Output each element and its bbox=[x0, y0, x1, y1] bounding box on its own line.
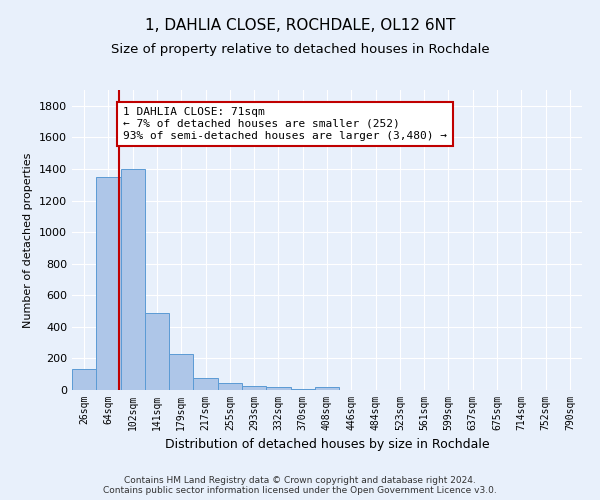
Text: Size of property relative to detached houses in Rochdale: Size of property relative to detached ho… bbox=[110, 42, 490, 56]
Bar bbox=[290, 389, 315, 390]
Bar bbox=[169, 354, 193, 390]
Text: 1, DAHLIA CLOSE, ROCHDALE, OL12 6NT: 1, DAHLIA CLOSE, ROCHDALE, OL12 6NT bbox=[145, 18, 455, 32]
Bar bbox=[315, 387, 339, 390]
Bar bbox=[145, 312, 169, 390]
Text: Contains HM Land Registry data © Crown copyright and database right 2024.
Contai: Contains HM Land Registry data © Crown c… bbox=[103, 476, 497, 495]
Bar bbox=[121, 169, 145, 390]
Bar bbox=[218, 383, 242, 390]
Bar bbox=[266, 387, 290, 390]
Bar bbox=[72, 368, 96, 390]
Bar bbox=[242, 386, 266, 390]
Bar bbox=[193, 378, 218, 390]
Y-axis label: Number of detached properties: Number of detached properties bbox=[23, 152, 34, 328]
X-axis label: Distribution of detached houses by size in Rochdale: Distribution of detached houses by size … bbox=[164, 438, 490, 452]
Bar bbox=[96, 177, 121, 390]
Text: 1 DAHLIA CLOSE: 71sqm
← 7% of detached houses are smaller (252)
93% of semi-deta: 1 DAHLIA CLOSE: 71sqm ← 7% of detached h… bbox=[123, 108, 447, 140]
